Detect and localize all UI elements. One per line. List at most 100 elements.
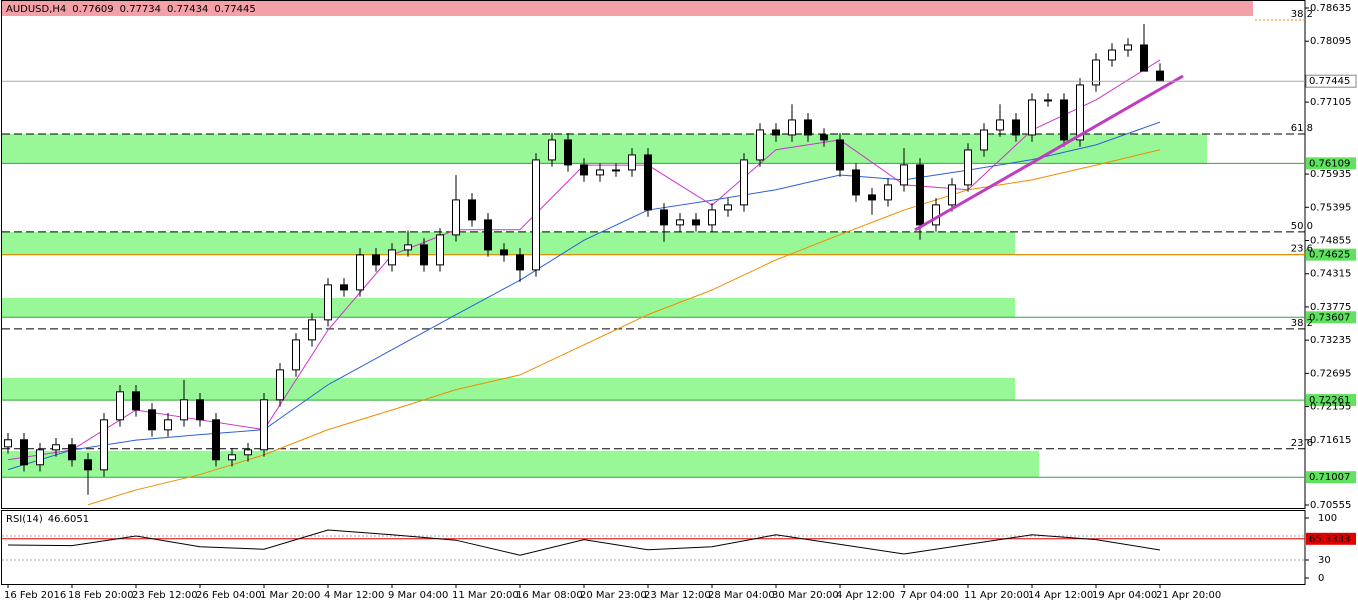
x-tick-label: 28 Mar 04:00 [708,590,775,601]
candle-body [884,184,892,201]
rsi-marker-label: 65.3333 [1309,534,1350,545]
candle-body [1012,119,1020,136]
candle-body [436,234,444,266]
candle-body [388,249,396,266]
fib-label: 38.2 [1291,9,1313,20]
candle-body [964,149,972,186]
candle-body [68,444,76,461]
candle-body [1028,99,1036,136]
resistance-zone [2,0,1253,16]
header-open: 0.77609 [72,4,113,15]
candle-body [580,164,588,176]
fib-label: 23.6 [1291,438,1313,449]
y-tick-label: 0.72695 [1310,368,1351,379]
candle-body [228,454,236,461]
zone-price-box [1306,311,1356,324]
header-high: 0.77734 [120,4,161,15]
x-tick-label: 23 Feb 12:00 [132,590,198,601]
candle-body [980,129,988,151]
candle-body [340,284,348,291]
candle-body [612,169,620,172]
candle-body [196,399,204,421]
candle-body [996,119,1004,131]
header: AUDUSD,H4 0.77609 0.77734 0.77434 0.77445 [6,4,256,15]
candle-body [484,219,492,251]
x-tick-label: 26 Feb 04:00 [196,590,262,601]
candle-body [1076,84,1084,141]
trendline [914,74,1184,232]
zone-price-box [1306,248,1356,261]
support-zone [2,377,1015,401]
moving-average [87,149,1161,506]
candle-body [868,194,876,201]
x-tick-label: 4 Apr 12:00 [836,590,895,601]
candle-body [900,164,908,186]
candle-body [164,419,172,431]
candle-body [676,219,684,226]
candle-body [548,139,556,161]
candle-body [452,199,460,236]
y-tick-label: 0.74855 [1310,236,1351,247]
candle-body [1140,44,1148,72]
y-tick-label: 0.73235 [1310,335,1351,346]
x-tick-label: 11 Apr 20:00 [964,590,1029,601]
candle-body [36,449,44,466]
header-symbol: AUDUSD,H4 [6,4,66,15]
support-zone [2,450,1039,478]
candle-body [756,129,764,161]
candle-body [852,169,860,196]
candle-body [116,391,124,421]
candle-body [180,399,188,421]
fib-label: 61.8 [1291,123,1313,134]
candle-body [948,184,956,206]
candle-body [356,254,364,291]
candle-body [1060,99,1068,141]
candle-body [820,134,828,141]
x-tick-label: 14 Apr 12:00 [1028,590,1093,601]
candle-body [916,164,924,226]
x-tick-label: 30 Mar 20:00 [772,590,839,601]
candle-body [372,254,380,266]
header-low: 0.77434 [167,4,208,15]
candle-body [596,169,604,176]
candle-body [692,219,700,226]
rsi-marker-box [1306,532,1356,545]
x-tick-label: 1 Mar 20:00 [260,590,320,601]
zone-price-label: 0.76109 [1309,158,1350,169]
candle-body [244,449,252,456]
candle-body [532,159,540,271]
candle-body [404,244,412,251]
rsi-header: RSI(14) 46.6051 [6,514,89,525]
rsi-line [7,529,1161,556]
candle-body [308,319,316,341]
x-tick-label: 16 Mar 08:00 [516,590,583,601]
fib-label: 50.0 [1291,221,1313,232]
candle-body [420,244,428,266]
rsi-y-tick-label: 0 [1318,573,1324,584]
x-tick-label: 9 Mar 04:00 [388,590,448,601]
x-tick-label: 4 Mar 12:00 [324,590,384,601]
candle-body [628,154,636,171]
fib-label: 38.2 [1291,318,1313,329]
support-zone [2,133,1207,164]
rsi-frame [1,510,1306,585]
zone-price-box [1306,157,1356,170]
y-tick-label: 0.73775 [1310,302,1351,313]
rsi-y-tick-label: 30 [1318,555,1331,566]
candle-body [804,119,812,136]
fib-label: 23.6 [1291,244,1313,255]
x-tick-label: 11 Mar 20:00 [452,590,519,601]
candle-body [1124,44,1132,51]
candle-body [292,339,300,371]
y-tick-label: 0.78095 [1310,36,1351,47]
candle-body [740,159,748,206]
candle-body [4,439,12,448]
rsi-value: 46.6051 [48,514,89,525]
candle-body [260,399,268,451]
candle-body [276,369,284,401]
x-tick-label: 16 Feb 2016 [4,590,66,601]
candle-body [468,199,476,221]
candle-body [1156,70,1164,82]
y-tick-label: 0.75935 [1310,169,1351,180]
